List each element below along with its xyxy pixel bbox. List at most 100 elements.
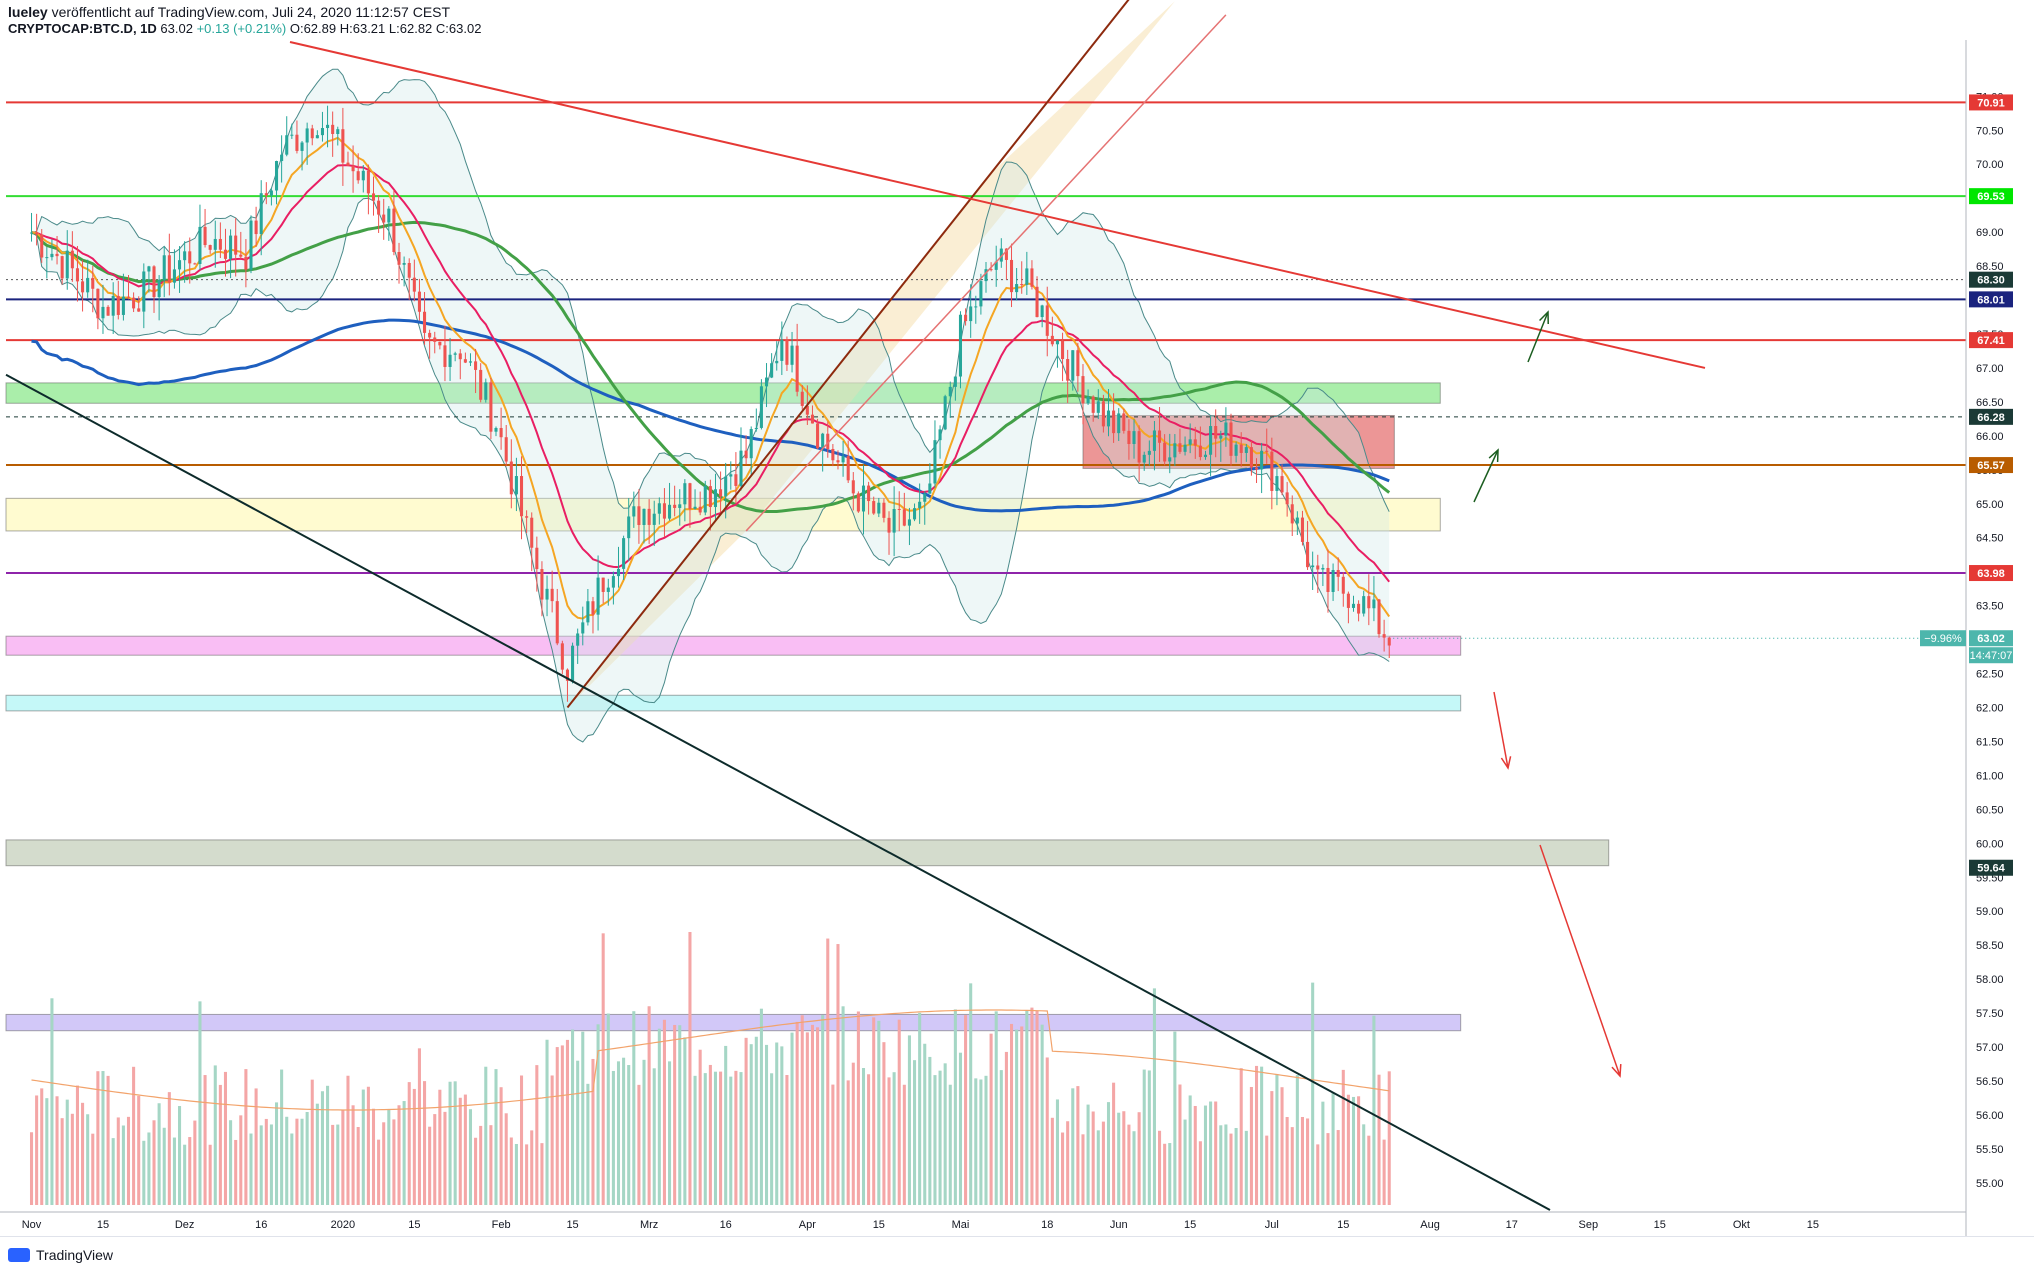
- volume-bar: [244, 1069, 248, 1205]
- candle-body: [402, 262, 406, 265]
- candle-body: [162, 255, 166, 281]
- symbol-label[interactable]: CRYPTOCAP:BTC.D, 1D: [8, 21, 157, 36]
- volume-bar: [581, 1031, 585, 1205]
- candle-body: [856, 493, 860, 512]
- candle-body: [887, 517, 891, 533]
- candle-body: [366, 170, 370, 194]
- volume-bar: [1331, 1092, 1335, 1205]
- y-axis-bg: [1966, 40, 2034, 1212]
- candle-body: [1050, 335, 1054, 345]
- volume-bar: [560, 1045, 564, 1205]
- drawings-layer: [5, 0, 1706, 1211]
- candle-body: [780, 339, 784, 361]
- candle-body: [29, 232, 34, 234]
- candle-body: [101, 306, 105, 319]
- candle-body: [147, 266, 151, 272]
- volume-bar: [1096, 1130, 1100, 1205]
- volume-bar: [586, 1083, 590, 1205]
- x-tick-label: 16: [720, 1219, 732, 1231]
- volume-bar: [943, 1063, 947, 1205]
- volume-bar: [1163, 1143, 1167, 1205]
- y-tick-label: 60.50: [1976, 804, 2004, 816]
- candle-body: [897, 508, 901, 510]
- candle-body: [172, 269, 176, 283]
- candle-body: [1061, 340, 1065, 360]
- volume-bar: [167, 1092, 171, 1205]
- candle-body: [1306, 541, 1310, 568]
- candle-body: [223, 249, 228, 259]
- volume-bar: [162, 1127, 166, 1205]
- candle-body: [96, 288, 100, 319]
- price-label-bg: [1969, 408, 2013, 425]
- candle-body: [1214, 426, 1218, 439]
- candle-body: [484, 382, 488, 400]
- bollinger-layer: [31, 68, 1390, 743]
- volume-bar: [1040, 1024, 1044, 1205]
- volume-bar: [785, 1075, 789, 1205]
- volume-bar: [305, 1111, 309, 1205]
- volume-bar: [81, 1102, 85, 1205]
- price-label: 59.64: [1977, 863, 2005, 875]
- volume-bar: [121, 1125, 125, 1205]
- volume-bar: [412, 1088, 416, 1205]
- volume-bar: [994, 1011, 998, 1205]
- candle-body: [188, 251, 192, 264]
- candle-body: [616, 568, 621, 577]
- candle-body: [1285, 492, 1289, 505]
- volume-bar: [29, 1132, 34, 1205]
- candle-body: [213, 238, 217, 250]
- x-tick-label: 2020: [331, 1219, 355, 1231]
- candle-body: [1372, 599, 1376, 609]
- volume-bar: [468, 1109, 473, 1205]
- volume-bar: [157, 1103, 161, 1205]
- candle-body: [433, 337, 437, 342]
- author-name[interactable]: lueley: [8, 4, 48, 20]
- candle-body: [734, 474, 738, 486]
- channel-top-line: [745, 14, 1227, 532]
- volume-bar: [1168, 1143, 1172, 1205]
- volume-bar: [652, 1068, 656, 1205]
- candle-body: [1147, 450, 1151, 455]
- volume-bar: [91, 1133, 95, 1205]
- candle-body: [45, 257, 49, 259]
- volume-bar: [1249, 1086, 1253, 1205]
- volume-bar: [223, 1071, 228, 1205]
- candle-body: [234, 235, 238, 255]
- tradingview-logo[interactable]: TradingView: [8, 1247, 113, 1263]
- candle-body: [1071, 350, 1075, 381]
- volume-bar: [938, 1070, 942, 1205]
- price-chart[interactable]: Nov 15 Dez 16 2020 15 Feb 15 Mrz 16 Apr 15 Mai 18 Jun 1…: [0, 0, 2034, 1236]
- volume-bar: [1117, 1112, 1121, 1205]
- volume-bar: [933, 1075, 937, 1205]
- zone-2: [5, 635, 1462, 656]
- candle-body: [1158, 430, 1162, 443]
- long-black-trendline: [5, 373, 1551, 1211]
- candle-body: [218, 238, 222, 250]
- volume-bar: [407, 1082, 411, 1205]
- volume-bar: [70, 1113, 74, 1205]
- candle-body: [1132, 431, 1136, 445]
- candle-body: [305, 128, 309, 143]
- candle-body: [1066, 359, 1070, 381]
- volume-bar: [739, 1072, 743, 1205]
- volume-bar: [928, 1056, 932, 1205]
- y-tick-label: 64.50: [1976, 533, 2004, 545]
- candle-body: [137, 308, 141, 312]
- volume-layer: [29, 932, 1391, 1205]
- volume-bar: [764, 1044, 769, 1205]
- volume-bar: [846, 1080, 850, 1205]
- arrow-down-1-head: [1500, 756, 1512, 770]
- arrow-down-2: [1539, 844, 1621, 1077]
- volume-bar: [280, 1069, 284, 1205]
- volume-bar: [1209, 1101, 1213, 1205]
- candle-body: [719, 489, 723, 497]
- volume-bar: [142, 1140, 146, 1205]
- candle-body: [377, 200, 381, 215]
- volume-bar: [126, 1116, 131, 1205]
- volume-bar: [1377, 1074, 1381, 1205]
- candle-body: [1137, 431, 1141, 463]
- candle-body: [601, 577, 605, 592]
- candle-body: [1117, 413, 1121, 434]
- candle-body: [1336, 569, 1340, 577]
- candle-body: [795, 345, 799, 392]
